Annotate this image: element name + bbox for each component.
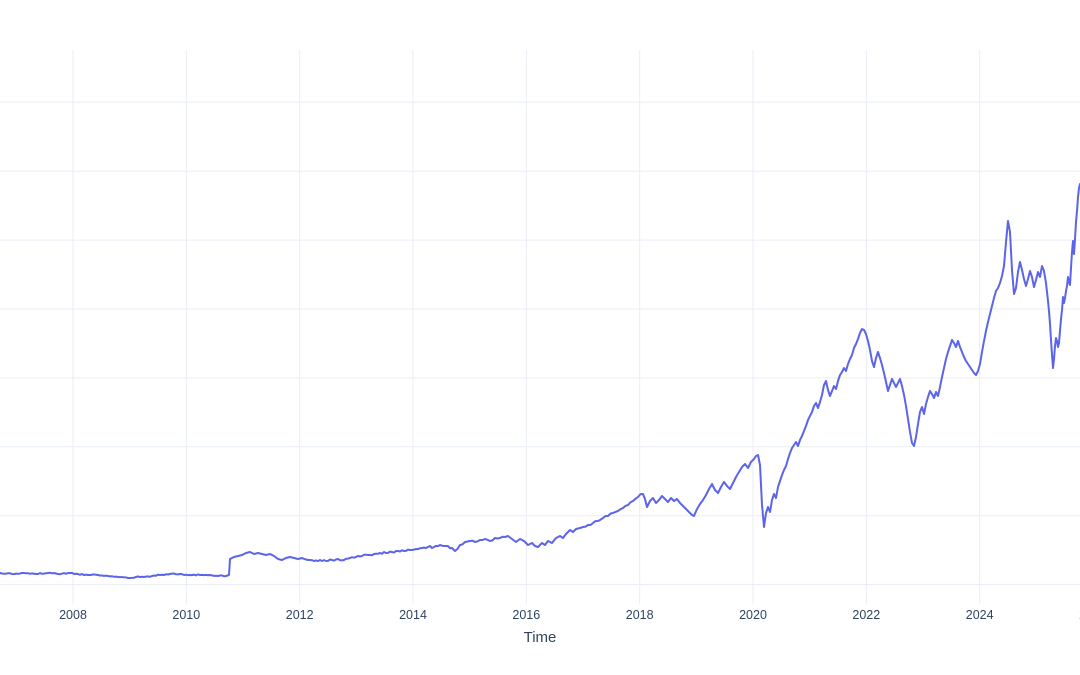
vertical-gridlines [72,50,981,604]
horizontal-gridlines [0,101,1080,586]
price-line [0,183,1080,579]
